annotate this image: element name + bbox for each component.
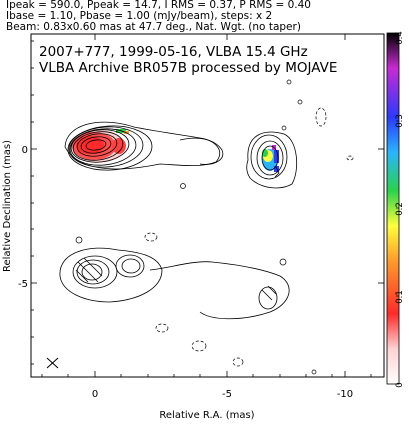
plot-title-1: 2007+777, 1999-05-16, VLBA 15.4 GHz xyxy=(39,44,308,60)
colorbar-ticks xyxy=(396,33,399,385)
header-line-1: Ipeak = 590.0, Ppeak = 14.7, I RMS = 0.3… xyxy=(6,0,311,11)
x-tick-label: -5 xyxy=(222,389,232,400)
x-axis-ticks xyxy=(41,34,372,377)
y-axis-ticks xyxy=(31,40,384,365)
lower-contours xyxy=(59,247,290,320)
x-axis-label: Relative R.A. (mas) xyxy=(159,410,254,421)
colorbar-tick-label: 0.3 xyxy=(395,114,405,128)
y-tick-label: -5 xyxy=(18,279,28,290)
header-line-3: Beam: 0.83x0.60 mas at 47.7 deg., Nat. W… xyxy=(6,21,301,33)
negative-contours xyxy=(144,107,354,367)
colorbar-tick-label: 0.4 xyxy=(395,31,405,45)
plot-title-2: VLBA Archive BR057B processed by MOJAVE xyxy=(39,60,337,76)
plot-frame xyxy=(30,33,385,378)
core-contours xyxy=(64,121,224,171)
x-tick-label: 0 xyxy=(92,389,98,400)
colorbar-tick-label: 0.1 xyxy=(395,290,405,304)
y-axis-label: Relative Declination (mas) xyxy=(2,140,13,272)
x-tick-label: -10 xyxy=(337,389,353,400)
header-line-2: Ibase = 1.10, Pbase = 1.00 (mJy/beam), s… xyxy=(6,10,273,22)
colorbar-tick-label: 0 xyxy=(395,382,405,387)
y-tick-label: 0 xyxy=(22,145,28,156)
noise-contours xyxy=(75,79,317,375)
jet-knot-contours xyxy=(246,131,298,189)
beam-marker xyxy=(46,357,59,369)
colorbar-tick-label: 0.2 xyxy=(395,202,405,216)
